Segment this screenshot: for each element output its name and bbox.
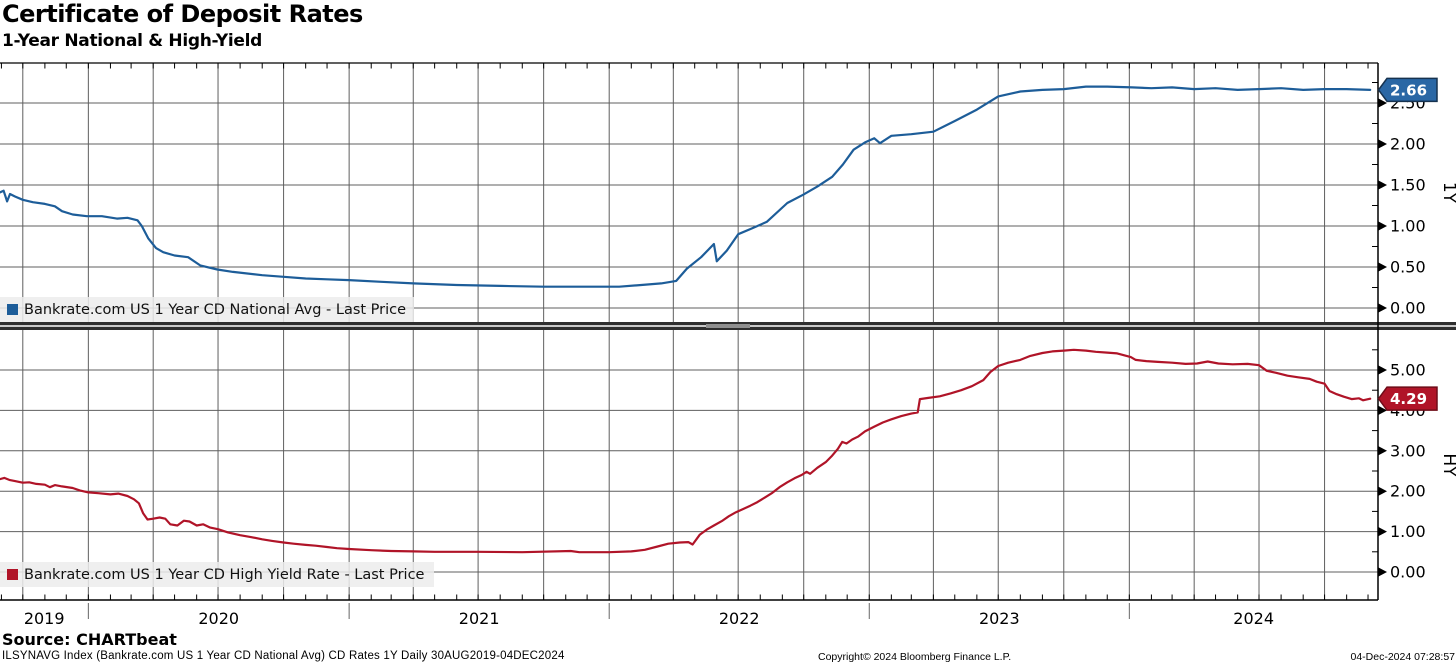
x-tick-year-label: 2023 <box>979 609 1020 628</box>
axis-title-hy: HY <box>1439 453 1456 477</box>
divider-grip-icon[interactable] <box>706 324 750 328</box>
series-high-yield <box>0 348 1372 554</box>
ticker-descriptor: ILSYNAVG Index (Bankrate.com US 1 Year C… <box>2 650 565 662</box>
plot-frame <box>0 62 1379 601</box>
x-tick-year-label: 2021 <box>459 609 500 628</box>
month-ticks <box>0 63 1369 600</box>
x-axis: 2019 2020 2021 2022 2023 2024 <box>24 603 1274 628</box>
axis-tick-arrow-icon <box>1378 98 1387 108</box>
x-tick-year-label: 2019 <box>24 609 65 628</box>
national-avg-legend-swatch <box>7 304 18 315</box>
last-price-value: 4.29 <box>1390 390 1427 408</box>
axis-tick-arrow-icon <box>1378 180 1387 190</box>
page-title: Certificate of Deposit Rates <box>2 0 363 28</box>
series-line-national-avg <box>0 85 1372 288</box>
axis-tick-arrow-icon <box>1378 262 1387 272</box>
y-tick-label: 2.00 <box>1390 135 1426 154</box>
y-tick-label: 2.00 <box>1390 482 1426 501</box>
copyright-notice: Copyright© 2024 Bloomberg Finance L.P. <box>818 651 1012 663</box>
high-yield-legend-label: Bankrate.com US 1 Year CD High Yield Rat… <box>24 566 425 583</box>
x-tick-year-label: 2020 <box>198 609 239 628</box>
axis-tick-arrow-icon <box>1378 405 1387 415</box>
axis-title-1y: 1Y <box>1439 182 1456 204</box>
axis-tick-arrow-icon <box>1378 446 1387 456</box>
y-tick-label: 5.00 <box>1390 361 1426 380</box>
axis-tick-arrow-icon <box>1378 303 1387 313</box>
y-tick-label: 3.00 <box>1390 441 1426 460</box>
page-subtitle: 1-Year National & High-Yield <box>2 31 262 51</box>
y-tick-label: 0.00 <box>1390 299 1426 318</box>
last-price-badge-national-avg: 2.66 <box>1377 77 1438 103</box>
axis-tick-arrow-icon <box>1378 221 1387 231</box>
axis-tick-arrow-icon <box>1378 139 1387 149</box>
series-line-high-yield <box>0 348 1372 554</box>
high-yield-legend-swatch <box>7 569 18 580</box>
panel-divider[interactable] <box>0 322 1456 330</box>
axis-tick-arrow-icon <box>1378 527 1387 537</box>
source-label: Source: CHARTbeat <box>2 630 177 649</box>
x-tick-year-label: 2024 <box>1233 609 1274 628</box>
y-tick-label: 0.00 <box>1390 563 1426 582</box>
gridlines <box>0 63 1378 600</box>
legend-high-yield: Bankrate.com US 1 Year CD High Yield Rat… <box>0 562 434 587</box>
y-tick-label: 1.50 <box>1390 176 1426 195</box>
x-tick-year-label: 2022 <box>719 609 760 628</box>
series-national-avg <box>0 85 1372 288</box>
y-tick-label: 0.50 <box>1390 258 1426 277</box>
y-tick-label: 1.00 <box>1390 217 1426 236</box>
national-avg-legend-label: Bankrate.com US 1 Year CD National Avg -… <box>24 301 407 318</box>
last-price-value: 2.66 <box>1390 81 1427 99</box>
axis-tick-arrow-icon <box>1378 365 1387 375</box>
axis-tick-arrow-icon <box>1378 567 1387 577</box>
axis-tick-arrow-icon <box>1378 486 1387 496</box>
last-price-badge-high-yield: 4.29 <box>1377 386 1438 411</box>
timestamp: 04-Dec-2024 07:28:57 <box>1350 651 1456 663</box>
y-tick-label: 1.00 <box>1390 522 1426 541</box>
legend-national-avg: Bankrate.com US 1 Year CD National Avg -… <box>0 297 414 322</box>
